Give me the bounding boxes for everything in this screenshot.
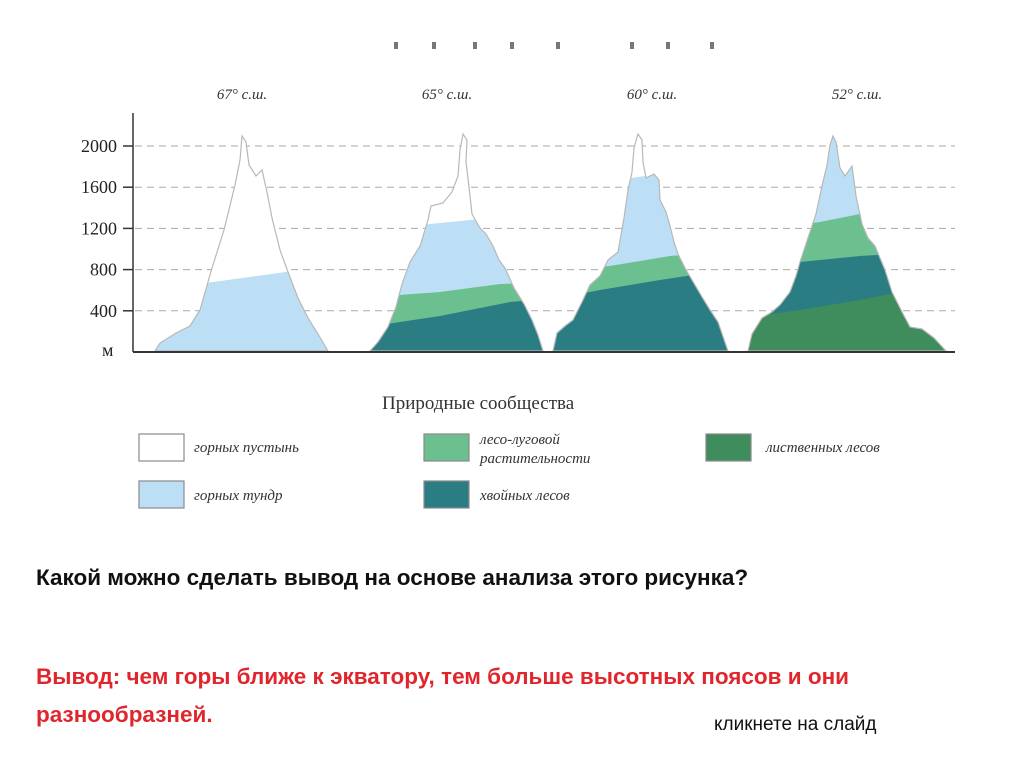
legend-swatch bbox=[423, 480, 470, 509]
legend-label-line2: растительности bbox=[479, 451, 590, 467]
latitude-label-4: 52° с.ш. bbox=[832, 87, 882, 103]
mountain-52 bbox=[747, 135, 947, 352]
mountain-67 bbox=[154, 135, 329, 352]
question-text: Какой можно сделать вывод на основе анал… bbox=[36, 565, 749, 590]
legend-item-forest-meadow: лесо-луговой растительности bbox=[423, 432, 590, 467]
y-tick-label: 800 bbox=[90, 260, 117, 280]
zone-coniferous-forest bbox=[553, 272, 728, 351]
click-hint[interactable]: кликнете на слайд bbox=[714, 714, 877, 735]
legend-swatch bbox=[423, 433, 470, 462]
legend-label: горных тундр bbox=[194, 488, 283, 504]
y-tick-label: 1200 bbox=[81, 218, 117, 238]
zone-coniferous-forest bbox=[370, 298, 543, 351]
y-tick-label: 1600 bbox=[81, 177, 117, 197]
axes bbox=[132, 113, 955, 353]
y-axis-unit: м bbox=[102, 340, 113, 360]
zone-mountain-tundra bbox=[155, 270, 328, 351]
mountain-60 bbox=[552, 133, 729, 352]
latitude-label-1: 67° с.ш. bbox=[217, 87, 267, 103]
legend-swatch bbox=[138, 433, 185, 462]
mountain-65 bbox=[369, 133, 544, 352]
altitudinal-zonation-diagram: 67° с.ш. 65° с.ш. 60° с.ш. 52° с.ш. bbox=[81, 42, 955, 509]
legend-title: Природные сообщества bbox=[382, 393, 575, 414]
legend-label: лиственных лесов bbox=[765, 440, 880, 456]
latitude-label-3: 60° с.ш. bbox=[627, 87, 677, 103]
y-tick-label: 400 bbox=[90, 301, 117, 321]
legend-label: лесо-луговой bbox=[479, 432, 560, 448]
legend-swatch bbox=[138, 480, 185, 509]
y-tick-label: 2000 bbox=[81, 136, 117, 156]
legend-label: горных пустынь bbox=[194, 440, 299, 456]
y-axis-ticks: 2000 1600 1200 800 400 bbox=[81, 136, 133, 321]
legend-item-mountain-tundra: горных тундр bbox=[138, 480, 283, 509]
title-remnant-strokes bbox=[394, 42, 714, 49]
latitude-label-2: 65° с.ш. bbox=[422, 87, 472, 103]
legend-item-deciduous-forest: лиственных лесов bbox=[705, 433, 880, 462]
legend-label: хвойных лесов bbox=[479, 488, 570, 504]
latitude-labels: 67° с.ш. 65° с.ш. 60° с.ш. 52° с.ш. bbox=[217, 87, 882, 103]
legend-item-coniferous-forest: хвойных лесов bbox=[423, 480, 570, 509]
legend-swatch bbox=[705, 433, 752, 462]
legend-item-mountain-desert: горных пустынь bbox=[138, 433, 299, 462]
legend: горных пустынь горных тундр лесо-луговой… bbox=[138, 432, 880, 509]
conclusion-text: Вывод: чем горы ближе к экватору, тем бо… bbox=[36, 664, 849, 727]
